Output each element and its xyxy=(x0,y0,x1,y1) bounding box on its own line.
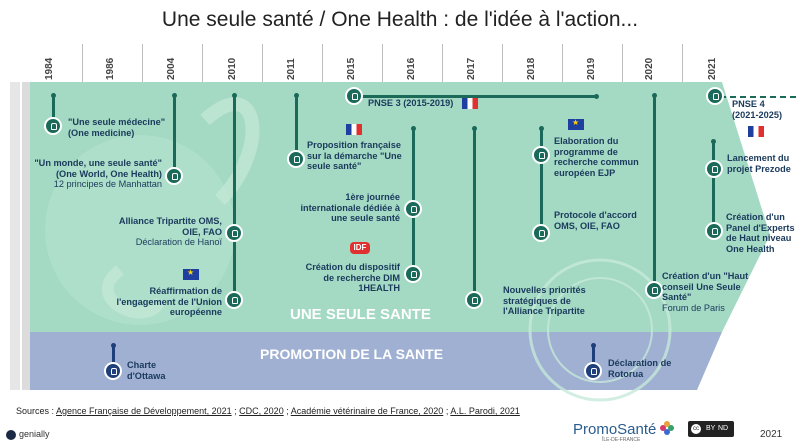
promosante-subtitle: ÎLE-DE-FRANCE xyxy=(602,437,641,443)
sources-prefix: Sources : xyxy=(16,406,57,416)
stem xyxy=(112,347,115,365)
eu-flag-icon xyxy=(568,118,584,130)
stem-dot xyxy=(111,343,116,348)
france-flag-icon xyxy=(748,126,764,137)
stem-dot xyxy=(172,93,177,98)
event-pin-icon[interactable] xyxy=(225,291,243,309)
stem-dot xyxy=(652,93,657,98)
year-divider xyxy=(682,44,683,92)
event-pin-icon[interactable] xyxy=(645,281,663,299)
event-pin-icon[interactable] xyxy=(465,291,483,309)
source-link[interactable]: CDC, 2020 xyxy=(239,406,284,416)
stem-dot xyxy=(539,126,544,131)
stem xyxy=(592,347,595,365)
pnse3-label: PNSE 3 (2015-2019) xyxy=(368,98,454,108)
sources: Sources : Agence Française de Développem… xyxy=(16,406,520,416)
event-2004: "Un monde, une seule santé" (One World, … xyxy=(34,158,162,189)
stem xyxy=(540,130,543,228)
event-pin-icon[interactable] xyxy=(104,362,122,380)
source-link[interactable]: Agence Française de Développement, 2021 xyxy=(56,406,232,416)
event-2010-alliance: Alliance Tripartite OMS, OIE, FAO Déclara… xyxy=(118,216,222,247)
stem xyxy=(473,130,476,295)
year-divider xyxy=(202,44,203,92)
event-2018-ejp: Elaboration du programme de recherche co… xyxy=(554,136,639,178)
event-pin-icon[interactable] xyxy=(706,87,724,105)
event-1984: "Une seule médecine" (One medicine) xyxy=(68,117,166,138)
year-divider xyxy=(382,44,383,92)
event-2020: Création d'un "Haut conseil Une Seule Sa… xyxy=(662,271,749,313)
page-title: Une seule santé / One Health : de l'idée… xyxy=(161,8,639,31)
event-rotorua: Déclaration de Rotorua xyxy=(608,358,672,379)
event-pin-icon[interactable] xyxy=(404,265,422,283)
stem-dot xyxy=(294,93,299,98)
event-2021-prezode: Lancement du projet Prezode xyxy=(727,153,791,174)
cc-icon: cc xyxy=(691,424,701,434)
event-2021-panel: Création d'un Panel d'Experts de Haut ni… xyxy=(726,212,795,254)
band-one-health: UNE SEULE SANTE xyxy=(290,306,431,323)
stem xyxy=(712,143,715,229)
event-pin-icon[interactable] xyxy=(345,87,363,105)
promosante-logo: PromoSanté xyxy=(573,421,657,438)
event-2011: Proposition française sur la démarche "U… xyxy=(307,140,402,171)
genially-logo-icon xyxy=(6,430,16,440)
stem-dot xyxy=(472,126,477,131)
cc-nd: ND xyxy=(718,425,729,432)
stem xyxy=(233,97,236,293)
event-2016-journee: 1ère journée internationale dédiée à une… xyxy=(300,192,400,223)
year-divider xyxy=(562,44,563,92)
band-promotion: PROMOTION DE LA SANTE xyxy=(260,346,444,362)
event-pin-icon[interactable] xyxy=(225,224,243,242)
event-pin-icon[interactable] xyxy=(44,117,62,135)
stem-dot xyxy=(232,93,237,98)
year-divider xyxy=(322,44,323,92)
event-pin-icon[interactable] xyxy=(584,362,602,380)
pnse3-end-dot xyxy=(594,94,599,99)
stem xyxy=(295,97,298,155)
cc-license-badge: cc BY ND xyxy=(688,421,734,437)
event-pin-icon[interactable] xyxy=(705,222,723,240)
event-2016-dim: Création du dispositif de recherche DIM … xyxy=(305,262,400,293)
genially-brand: genially xyxy=(19,429,50,439)
year-divider xyxy=(622,44,623,92)
year-divider xyxy=(502,44,503,92)
event-pin-icon[interactable] xyxy=(404,200,422,218)
france-flag-icon xyxy=(462,98,478,109)
footer-year: 2021 xyxy=(760,429,783,440)
event-pin-icon[interactable] xyxy=(165,167,183,185)
stem xyxy=(653,97,656,283)
event-pin-icon[interactable] xyxy=(287,150,305,168)
pnse4-label: PNSE 4 (2021-2025) xyxy=(732,99,783,120)
event-pin-icon[interactable] xyxy=(705,160,723,178)
event-pin-icon[interactable] xyxy=(532,146,550,164)
stem-dot xyxy=(591,343,596,348)
stem-dot xyxy=(411,126,416,131)
stem xyxy=(52,97,55,119)
eu-flag-icon xyxy=(183,268,199,280)
event-ottawa: Charte d'Ottawa xyxy=(127,360,166,381)
year-divider xyxy=(142,44,143,92)
year-divider xyxy=(82,44,83,92)
event-pin-icon[interactable] xyxy=(532,224,550,242)
idf-badge: IDF xyxy=(350,242,370,254)
year-divider xyxy=(442,44,443,92)
flower-logo-icon xyxy=(660,419,674,437)
stem-dot xyxy=(51,93,56,98)
stem-dot xyxy=(711,139,716,144)
source-link[interactable]: Académie vétérinaire de France, 2020 xyxy=(290,406,444,416)
source-link[interactable]: A.L. Parodi, 2021 xyxy=(450,406,520,416)
event-2018-protocole: Protocole d'accord OMS, OIE, FAO xyxy=(554,210,637,231)
event-2017: Nouvelles priorités stratégiques de l'Al… xyxy=(503,285,586,316)
cc-by: BY xyxy=(706,425,716,432)
event-2010-ue: Réaffirmation de l'engagement de l'Union… xyxy=(116,286,222,317)
france-flag-icon xyxy=(346,124,362,135)
stem xyxy=(173,97,176,169)
pnse3-line xyxy=(356,95,596,98)
year-divider xyxy=(262,44,263,92)
